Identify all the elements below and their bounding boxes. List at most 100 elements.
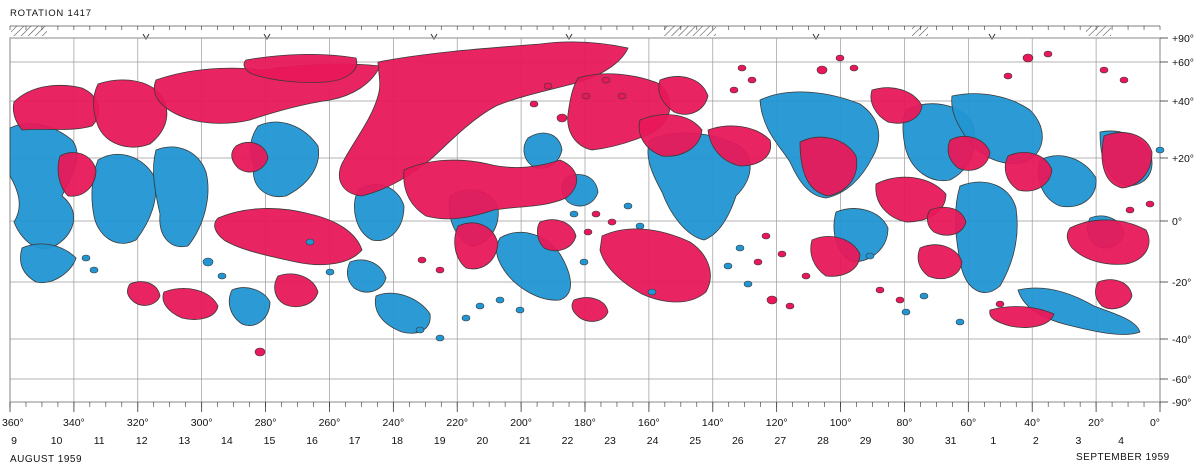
small-magnetic-spots bbox=[81, 50, 1165, 357]
magnetic-spot bbox=[635, 222, 645, 230]
magnetic-spot bbox=[89, 266, 99, 274]
magnetic-spot bbox=[623, 202, 633, 210]
longitude-label: 160° bbox=[638, 417, 660, 429]
magnetic-spot bbox=[325, 268, 335, 276]
magnetic-spot bbox=[816, 65, 828, 75]
positive-region bbox=[1101, 132, 1153, 189]
date-label: 2 bbox=[1033, 435, 1039, 447]
longitude-label: 280° bbox=[255, 417, 277, 429]
positive-region bbox=[403, 159, 577, 220]
positive-region bbox=[658, 76, 709, 115]
date-label: 16 bbox=[306, 435, 318, 447]
magnetic-spot bbox=[591, 210, 601, 218]
positive-region bbox=[93, 79, 168, 148]
latitude-label: -40° bbox=[1172, 334, 1191, 346]
observation-mark bbox=[430, 33, 438, 40]
data-gap-marker bbox=[912, 26, 928, 36]
magnetic-spot bbox=[865, 252, 875, 260]
longitude-label: 120° bbox=[766, 417, 788, 429]
negative-region bbox=[346, 259, 387, 293]
date-label: 17 bbox=[349, 435, 361, 447]
observation-mark bbox=[565, 33, 573, 40]
positive-region bbox=[599, 228, 711, 303]
magnetic-spot bbox=[617, 92, 627, 100]
magnetic-spot bbox=[1043, 50, 1053, 58]
magnetic-spot bbox=[81, 254, 91, 262]
date-label: 4 bbox=[1118, 435, 1124, 447]
positive-region bbox=[870, 87, 923, 124]
date-label: 31 bbox=[945, 435, 957, 447]
magnetic-spot bbox=[435, 266, 445, 274]
magnetic-spot bbox=[729, 86, 739, 94]
date-label: 10 bbox=[51, 435, 63, 447]
positive-region bbox=[989, 306, 1055, 328]
positive-region bbox=[707, 125, 772, 167]
magnetic-spot bbox=[435, 334, 445, 342]
negative-region bbox=[9, 123, 78, 250]
longitude-label: 140° bbox=[702, 417, 724, 429]
negative-region bbox=[228, 287, 271, 326]
magnetic-spot bbox=[735, 244, 745, 252]
magnetic-spot bbox=[995, 300, 1005, 308]
date-label: 12 bbox=[136, 435, 148, 447]
positive-region bbox=[126, 281, 161, 306]
rotation-title: ROTATION 1417 bbox=[10, 8, 92, 19]
longitude-label: 360° bbox=[2, 417, 24, 429]
positive-region bbox=[1066, 219, 1150, 265]
positive-region bbox=[57, 152, 97, 197]
negative-region bbox=[374, 292, 431, 334]
magnetic-spot bbox=[753, 258, 763, 266]
latitude-label: +60° bbox=[1172, 57, 1194, 69]
latitude-label: +90° bbox=[1172, 33, 1194, 45]
positive-region bbox=[454, 222, 499, 270]
positive-region bbox=[917, 244, 963, 279]
data-gap-marker bbox=[664, 26, 716, 36]
date-label: 11 bbox=[94, 435, 105, 447]
negative-region bbox=[153, 146, 209, 248]
magnetic-spot bbox=[569, 210, 579, 218]
magnetic-spot bbox=[766, 295, 778, 305]
date-label: 26 bbox=[732, 435, 744, 447]
positive-region bbox=[12, 85, 100, 131]
negative-region bbox=[955, 181, 1018, 293]
magnetic-spot bbox=[583, 228, 593, 236]
longitude-label: 100° bbox=[830, 417, 852, 429]
end-month-label: SEPTEMBER 1959 bbox=[1076, 452, 1170, 463]
negative-region bbox=[1037, 155, 1097, 208]
longitude-label: 240° bbox=[382, 417, 404, 429]
positive-region bbox=[339, 41, 629, 197]
magnetic-spot bbox=[581, 92, 591, 100]
date-label: 25 bbox=[689, 435, 701, 447]
magnetic-spot bbox=[1119, 76, 1129, 84]
magnetic-spot bbox=[1022, 53, 1034, 63]
magnetic-spot bbox=[556, 113, 568, 123]
magnetic-spot bbox=[801, 272, 811, 280]
date-label: 21 bbox=[519, 435, 531, 447]
longitude-label: 340° bbox=[63, 417, 85, 429]
positive-region bbox=[1094, 279, 1133, 310]
longitude-label: 260° bbox=[319, 417, 341, 429]
positive-region bbox=[536, 219, 577, 252]
latitude-axis: +90° +60° +40° +20° 0° -20° -40° -60° -90° bbox=[1160, 33, 1194, 409]
longitude-label: 220° bbox=[446, 417, 468, 429]
negative-region bbox=[20, 243, 77, 284]
date-label: 27 bbox=[775, 435, 787, 447]
positive-region bbox=[162, 288, 219, 320]
observation-mark bbox=[142, 33, 150, 40]
magnetic-spot bbox=[1003, 72, 1013, 80]
magnetic-spot bbox=[305, 238, 315, 246]
latitude-label: +40° bbox=[1172, 96, 1194, 108]
magnetic-spot bbox=[747, 76, 757, 84]
date-axis: 9 10 11 12 13 14 15 16 17 18 19 20 21 22 23 24 25 26 27 28 2… bbox=[11, 435, 1124, 447]
date-label: 28 bbox=[817, 435, 829, 447]
date-label: 13 bbox=[178, 435, 190, 447]
date-label: 3 bbox=[1076, 435, 1082, 447]
magnetic-spot bbox=[475, 302, 485, 310]
magnetic-spot bbox=[461, 314, 471, 322]
magnetic-spot bbox=[495, 296, 505, 304]
magnetic-spot bbox=[607, 218, 617, 226]
observation-mark bbox=[812, 33, 820, 40]
magnetic-spot bbox=[723, 262, 733, 270]
magnetic-spot bbox=[1145, 200, 1155, 208]
date-label: 9 bbox=[11, 435, 17, 447]
